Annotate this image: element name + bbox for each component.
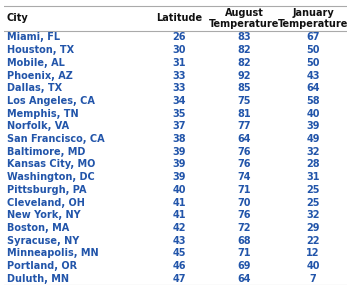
Text: 81: 81 bbox=[238, 109, 251, 119]
Text: 26: 26 bbox=[172, 33, 186, 42]
Text: 82: 82 bbox=[238, 58, 251, 68]
Text: 45: 45 bbox=[172, 248, 186, 258]
Text: Baltimore, MD: Baltimore, MD bbox=[7, 147, 85, 157]
Text: 12: 12 bbox=[306, 248, 320, 258]
Text: 85: 85 bbox=[238, 83, 251, 93]
Text: 39: 39 bbox=[172, 172, 186, 182]
Text: 34: 34 bbox=[172, 96, 186, 106]
Text: 47: 47 bbox=[172, 274, 186, 284]
Text: 50: 50 bbox=[306, 58, 320, 68]
Text: 22: 22 bbox=[306, 236, 320, 246]
Text: 71: 71 bbox=[238, 248, 251, 258]
Text: 31: 31 bbox=[172, 58, 186, 68]
Text: 76: 76 bbox=[238, 147, 251, 157]
Text: 32: 32 bbox=[306, 210, 320, 220]
Text: 33: 33 bbox=[172, 83, 186, 93]
Text: Miami, FL: Miami, FL bbox=[7, 33, 60, 42]
Text: Duluth, MN: Duluth, MN bbox=[7, 274, 69, 284]
Text: Los Angeles, CA: Los Angeles, CA bbox=[7, 96, 95, 106]
Text: 40: 40 bbox=[306, 261, 320, 271]
Text: Latitude: Latitude bbox=[156, 14, 202, 23]
Text: 64: 64 bbox=[238, 274, 251, 284]
Text: 41: 41 bbox=[172, 198, 186, 208]
Text: August
Temperature: August Temperature bbox=[209, 7, 279, 29]
Text: Dallas, TX: Dallas, TX bbox=[7, 83, 62, 93]
Text: 83: 83 bbox=[238, 33, 251, 42]
Text: 39: 39 bbox=[172, 147, 186, 157]
Text: 69: 69 bbox=[238, 261, 251, 271]
Text: 42: 42 bbox=[172, 223, 186, 233]
Text: 76: 76 bbox=[238, 160, 251, 169]
Text: 75: 75 bbox=[238, 96, 251, 106]
Text: Houston, TX: Houston, TX bbox=[7, 45, 74, 55]
Text: 82: 82 bbox=[238, 45, 251, 55]
Text: Portland, OR: Portland, OR bbox=[7, 261, 77, 271]
Text: 32: 32 bbox=[306, 147, 320, 157]
Text: 71: 71 bbox=[238, 185, 251, 195]
Text: 49: 49 bbox=[306, 134, 320, 144]
Text: Kansas City, MO: Kansas City, MO bbox=[7, 160, 95, 169]
Text: 43: 43 bbox=[306, 71, 320, 81]
Text: 76: 76 bbox=[238, 210, 251, 220]
Text: Washington, DC: Washington, DC bbox=[7, 172, 95, 182]
Text: 25: 25 bbox=[306, 185, 320, 195]
Text: 68: 68 bbox=[238, 236, 251, 246]
Text: 70: 70 bbox=[238, 198, 251, 208]
Text: Phoenix, AZ: Phoenix, AZ bbox=[7, 71, 73, 81]
Text: 31: 31 bbox=[306, 172, 320, 182]
Text: 92: 92 bbox=[238, 71, 251, 81]
Text: 30: 30 bbox=[172, 45, 186, 55]
Text: 38: 38 bbox=[172, 134, 186, 144]
Text: Boston, MA: Boston, MA bbox=[7, 223, 69, 233]
Text: 7: 7 bbox=[310, 274, 317, 284]
Text: 29: 29 bbox=[306, 223, 320, 233]
Text: Norfolk, VA: Norfolk, VA bbox=[7, 121, 69, 131]
Text: January
Temperature: January Temperature bbox=[278, 7, 348, 29]
Text: 37: 37 bbox=[172, 121, 186, 131]
Text: 64: 64 bbox=[306, 83, 320, 93]
Text: 28: 28 bbox=[306, 160, 320, 169]
Text: 39: 39 bbox=[306, 121, 320, 131]
Text: 41: 41 bbox=[172, 210, 186, 220]
Text: Mobile, AL: Mobile, AL bbox=[7, 58, 65, 68]
Text: New York, NY: New York, NY bbox=[7, 210, 81, 220]
Text: 39: 39 bbox=[172, 160, 186, 169]
Text: 40: 40 bbox=[172, 185, 186, 195]
Text: 77: 77 bbox=[238, 121, 251, 131]
Text: 33: 33 bbox=[172, 71, 186, 81]
Text: Pittsburgh, PA: Pittsburgh, PA bbox=[7, 185, 86, 195]
Text: 40: 40 bbox=[306, 109, 320, 119]
Text: 58: 58 bbox=[306, 96, 320, 106]
Text: 67: 67 bbox=[306, 33, 320, 42]
Text: 46: 46 bbox=[172, 261, 186, 271]
Text: 43: 43 bbox=[172, 236, 186, 246]
Text: 35: 35 bbox=[172, 109, 186, 119]
Text: Cleveland, OH: Cleveland, OH bbox=[7, 198, 85, 208]
Text: 64: 64 bbox=[238, 134, 251, 144]
Text: Minneapolis, MN: Minneapolis, MN bbox=[7, 248, 99, 258]
Text: 72: 72 bbox=[238, 223, 251, 233]
Text: 74: 74 bbox=[238, 172, 251, 182]
Text: Syracuse, NY: Syracuse, NY bbox=[7, 236, 79, 246]
Text: 50: 50 bbox=[306, 45, 320, 55]
Text: Memphis, TN: Memphis, TN bbox=[7, 109, 79, 119]
Text: San Francisco, CA: San Francisco, CA bbox=[7, 134, 105, 144]
Text: City: City bbox=[7, 14, 29, 23]
Text: 25: 25 bbox=[306, 198, 320, 208]
